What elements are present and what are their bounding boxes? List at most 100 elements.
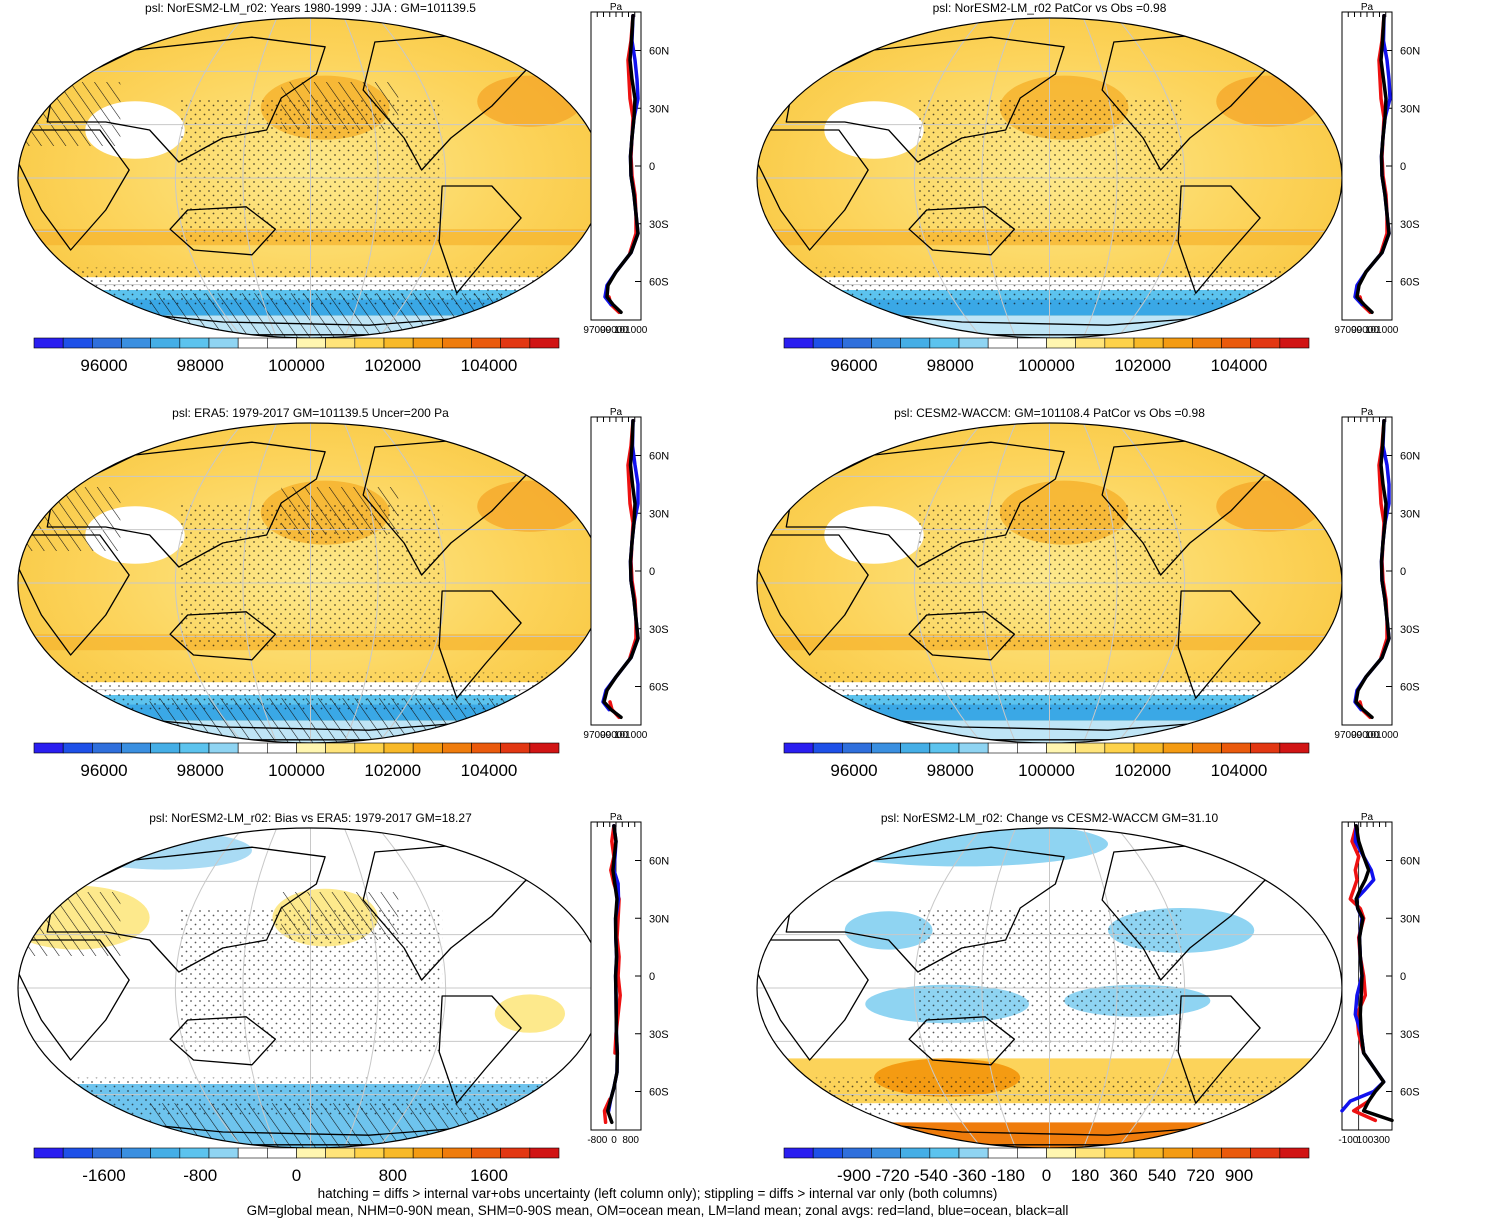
- zonal-x-tick-label: 100: [1357, 1135, 1374, 1146]
- colorbar-box: [1133, 742, 1164, 754]
- zonal-x-tick-label: 101000: [1365, 325, 1399, 336]
- map-panel-p3: psl: ERA5: 1979-2017 GM=101139.5 Uncer=2…: [17, 406, 604, 744]
- panel-title: psl: NorESM2-LM_r02: Change vs CESM2-WAC…: [881, 811, 1219, 825]
- colorbar-tick-label: 100000: [1018, 356, 1075, 375]
- grid-lon-1: [981, 423, 1017, 743]
- colorbar-box: [1279, 742, 1310, 754]
- colorbar-box: [1250, 742, 1281, 754]
- grid-lon-3: [343, 18, 379, 339]
- zonal-frame: [1341, 821, 1393, 1131]
- zonal-x-tick-label: 300: [1373, 1135, 1390, 1146]
- zonal-x-tick-label: 0: [611, 1135, 617, 1146]
- zonal-lat-label: 30N: [1400, 913, 1420, 925]
- colorbar-tick-label: 180: [1071, 1166, 1099, 1185]
- colorbar-box: [1221, 1147, 1251, 1159]
- colorbar-p3: 96000 98000 100000 102000 104000: [33, 742, 560, 780]
- colorbar-box: [529, 1147, 560, 1159]
- map-panel-p6: psl: NorESM2-LM_r02: Change vs CESM2-WAC…: [756, 811, 1343, 1149]
- continent-africa: [757, 129, 869, 251]
- colorbar-box: [987, 1147, 1018, 1159]
- colorbar-tick-label: 900: [1225, 1166, 1253, 1185]
- colorbar-box: [150, 337, 181, 349]
- zonal-lat-label: 60N: [1400, 46, 1420, 58]
- hatching-pacific: [281, 892, 399, 940]
- zonal-lat-label: 60S: [1400, 1087, 1420, 1099]
- colorbar-box: [62, 1147, 93, 1159]
- colorbar-tick-label: 360: [1109, 1166, 1137, 1185]
- zonal-lat-label: 30N: [1400, 103, 1420, 115]
- colorbar-box: [1250, 1147, 1281, 1159]
- panel-title: psl: CESM2-WACCM: GM=101108.4 PatCor vs …: [894, 406, 1205, 420]
- colorbar-box: [1192, 1147, 1222, 1159]
- continent-samerica: [1177, 185, 1261, 294]
- colorbar-tick-label: -900: [837, 1166, 871, 1185]
- colorbar-box: [383, 1147, 414, 1159]
- colorbar-tick-label: 102000: [1114, 761, 1171, 780]
- colorbar-tick-label: -1600: [82, 1166, 125, 1185]
- colorbar-box: [150, 1147, 181, 1159]
- zonal-lat-label: 60S: [1400, 277, 1420, 289]
- continent-samerica: [438, 590, 522, 699]
- continent-africa: [757, 534, 869, 656]
- zonal-lat-label: 30N: [649, 913, 669, 925]
- zonal-lat-label: 60S: [649, 1087, 669, 1099]
- colorbar-tick-label: 100000: [268, 356, 325, 375]
- colorbar-box: [1133, 1147, 1164, 1159]
- continent-eurasia: [785, 846, 1065, 973]
- grid-lon-1: [981, 18, 1017, 339]
- zonal-x-tick-label: 99000: [1351, 325, 1379, 336]
- colorbar-box: [1192, 337, 1222, 349]
- zonal-lat-label: 0: [649, 566, 655, 578]
- colorbar-tick-label: 98000: [177, 356, 224, 375]
- zonal-x-tick-label: 101000: [614, 730, 648, 741]
- hatching-pacific: [281, 82, 399, 130]
- zonal-frame: [1341, 416, 1393, 726]
- grid-lon-3: [343, 828, 379, 1148]
- continent-eurasia: [785, 36, 1065, 163]
- grid-lon-3: [343, 423, 379, 743]
- continent-africa: [18, 534, 130, 656]
- hatching-southern: [149, 293, 530, 338]
- zonal-series-all: [605, 14, 640, 315]
- zonal-series-all: [1355, 14, 1391, 315]
- map-field-p1: [18, 18, 603, 339]
- map-field-p6: [757, 828, 1342, 1148]
- colorbar-p2: 96000 98000 100000 102000 104000: [783, 337, 1310, 375]
- continent-samerica: [1177, 590, 1261, 699]
- colorbar-p5: -1600 -800 0 800 1600: [33, 1147, 560, 1185]
- zonal-lat-label: 60S: [649, 682, 669, 694]
- colorbar-box: [92, 1147, 122, 1159]
- colorbar-box: [842, 742, 872, 754]
- colorbar-box: [1046, 742, 1076, 754]
- grid-lon-0: [174, 18, 244, 339]
- colorbar-box: [1104, 742, 1135, 754]
- colorbar-box: [383, 742, 414, 754]
- colorbar-box: [1279, 1147, 1310, 1159]
- continent-africa: [18, 939, 130, 1061]
- colorbar-tick-label: 98000: [927, 356, 974, 375]
- colorbar-box: [325, 1147, 356, 1159]
- zonal-lat-label: 0: [649, 971, 655, 983]
- colorbar-box: [354, 337, 385, 349]
- zonal-lat-label: 30S: [649, 624, 669, 636]
- grid-lon-1: [981, 828, 1017, 1148]
- colorbar-box: [1279, 337, 1310, 349]
- colorbar-box: [929, 1147, 960, 1159]
- zonal-x-tick-label: 101000: [614, 325, 648, 336]
- colorbar-box: [1104, 1147, 1135, 1159]
- colorbar-tick-label: -360: [952, 1166, 986, 1185]
- colorbar-tick-label: 98000: [177, 761, 224, 780]
- colorbar-box: [296, 1147, 326, 1159]
- continent-eurasia: [46, 36, 326, 163]
- colorbar-box: [1133, 337, 1164, 349]
- grid-lon-4: [377, 828, 447, 1148]
- colorbar-box: [500, 742, 531, 754]
- zonal-x-tick-label: 101000: [1365, 730, 1399, 741]
- zonal-series-all: [602, 419, 640, 720]
- colorbar-box: [208, 742, 239, 754]
- grid-lon-4: [377, 423, 447, 743]
- colorbar-tick-label: 102000: [364, 761, 421, 780]
- zonal-lat-label: 30S: [1400, 219, 1420, 231]
- grid-lon-4: [1116, 828, 1186, 1148]
- colorbar-box: [958, 1147, 989, 1159]
